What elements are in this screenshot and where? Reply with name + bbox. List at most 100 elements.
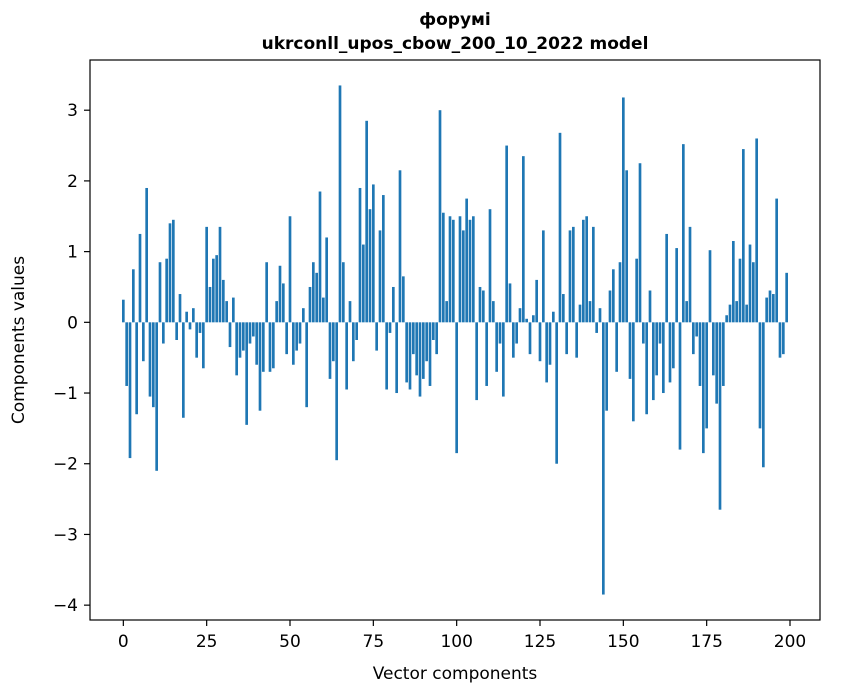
- bar: [575, 322, 578, 358]
- bar: [605, 322, 608, 411]
- bar: [382, 195, 385, 323]
- bar: [718, 322, 722, 510]
- bar: [432, 322, 435, 340]
- bar: [342, 262, 345, 323]
- bar: [638, 163, 642, 323]
- bar: [518, 308, 522, 323]
- bar: [765, 297, 768, 323]
- bar: [585, 216, 588, 323]
- bar: [198, 322, 202, 333]
- bar: [705, 322, 708, 429]
- bar: [215, 255, 218, 323]
- bar: [255, 322, 258, 365]
- x-tick-label: 25: [196, 632, 218, 652]
- bar: [238, 322, 242, 358]
- bar: [515, 322, 518, 344]
- bar: [365, 120, 368, 323]
- bar: [648, 290, 652, 323]
- bar: [738, 258, 742, 323]
- bar: [772, 294, 775, 323]
- bar: [192, 308, 195, 323]
- bar: [402, 276, 405, 323]
- bar: [465, 198, 468, 323]
- bar: [498, 322, 502, 344]
- bar: [218, 226, 222, 323]
- bar: [415, 322, 418, 376]
- bar: [172, 219, 175, 323]
- bar: [358, 187, 362, 323]
- bar: [295, 322, 298, 351]
- bar: [142, 322, 145, 362]
- bar: [702, 322, 705, 454]
- bar: [678, 322, 682, 450]
- y-tick-label: 0: [67, 313, 78, 333]
- x-tick-label: 200: [774, 632, 806, 652]
- bar: [525, 318, 528, 323]
- bar: [755, 138, 758, 323]
- bar: [268, 322, 272, 372]
- bar: [538, 322, 542, 362]
- bar: [748, 244, 752, 323]
- bar: [565, 322, 568, 355]
- bar: [488, 209, 492, 323]
- bar: [318, 191, 322, 323]
- bar: [398, 170, 402, 323]
- bar: [422, 322, 425, 379]
- bar: [125, 322, 128, 386]
- x-tick-label: 175: [690, 632, 722, 652]
- bar: [242, 322, 245, 351]
- bar: [195, 322, 198, 358]
- bar: [165, 258, 168, 323]
- bar: [308, 286, 312, 323]
- bar: [445, 301, 448, 323]
- bar: [628, 322, 632, 379]
- bar: [302, 308, 305, 323]
- x-tick-label: 0: [118, 632, 129, 652]
- bar: [305, 322, 308, 408]
- x-tick-label: 50: [279, 632, 301, 652]
- bar: [475, 322, 478, 401]
- bar: [372, 184, 375, 323]
- bar: [758, 322, 762, 429]
- bar: [505, 145, 508, 323]
- bar: [778, 322, 782, 358]
- bar: [528, 322, 532, 355]
- bar: [688, 226, 692, 323]
- bar: [558, 132, 562, 323]
- bar: [298, 322, 302, 344]
- bar: [735, 301, 738, 323]
- bar: [212, 258, 215, 323]
- bar: [715, 322, 718, 404]
- bar: [495, 322, 498, 372]
- bar: [685, 301, 688, 323]
- bar: [508, 283, 512, 323]
- bar: [285, 322, 288, 355]
- bar: [408, 322, 412, 390]
- bar: [728, 304, 732, 323]
- bar: [552, 311, 555, 323]
- bar: [148, 322, 152, 397]
- y-tick-label: 1: [67, 243, 78, 263]
- bar: [205, 226, 208, 323]
- bar: [458, 216, 462, 323]
- bar: [625, 170, 628, 323]
- bar: [395, 322, 398, 394]
- bar: [502, 322, 505, 397]
- bar: [662, 322, 665, 394]
- bar: [355, 322, 358, 340]
- y-axis-label: Components values: [9, 256, 29, 424]
- bar: [568, 230, 572, 323]
- bar: [578, 304, 582, 323]
- bar: [128, 322, 132, 459]
- bar: [175, 322, 178, 340]
- bar: [652, 322, 655, 401]
- bar: [675, 248, 678, 323]
- bar: [595, 322, 598, 333]
- bar: [392, 286, 395, 323]
- bar: [208, 286, 212, 323]
- bar: [345, 322, 348, 390]
- bar: [122, 299, 125, 323]
- bar: [132, 269, 135, 323]
- bar: [322, 297, 325, 323]
- bar: [745, 304, 748, 323]
